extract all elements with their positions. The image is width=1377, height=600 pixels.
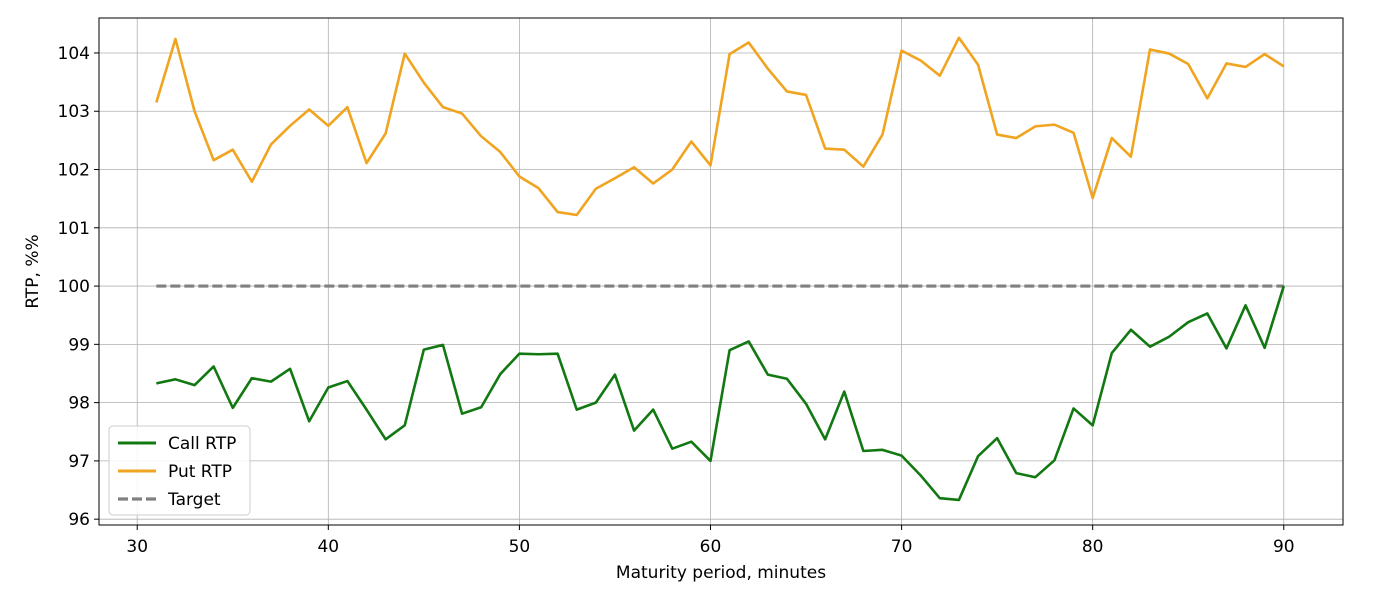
series-line-put-rtp xyxy=(155,36,1285,217)
legend-label: Call RTP xyxy=(168,434,236,454)
x-tick-label: 80 xyxy=(1082,537,1104,557)
y-tick-label: 98 xyxy=(68,394,90,414)
y-tick-label: 104 xyxy=(58,44,90,64)
legend-label: Put RTP xyxy=(168,462,232,482)
y-tick-label: 100 xyxy=(58,277,90,297)
x-tick-label: 90 xyxy=(1273,537,1295,557)
legend: Call RTP Put RTP Target xyxy=(108,425,251,516)
x-tick-label: 30 xyxy=(126,537,148,557)
series-line-call-rtp xyxy=(156,285,1286,502)
axis-ticks: 30 40 50 60 70 80 90 96 97 98 99 100 101 102 103 104 xyxy=(58,44,1295,557)
y-tick-label: 102 xyxy=(58,161,90,181)
legend-box xyxy=(108,425,251,516)
x-tick-label: 60 xyxy=(700,537,722,557)
x-axis-label: Maturity period, minutes xyxy=(616,563,826,583)
y-tick-label: 97 xyxy=(68,452,90,472)
y-tick-label: 101 xyxy=(58,219,90,239)
y-tick-label: 96 xyxy=(68,510,90,530)
plot-frame xyxy=(98,17,1344,526)
y-tick-label: 103 xyxy=(58,102,90,122)
x-tick-label: 70 xyxy=(891,537,913,557)
y-axis-label: RTP, %% xyxy=(23,234,43,308)
x-tick-label: 50 xyxy=(509,537,531,557)
x-tick-label: 40 xyxy=(317,537,339,557)
y-tick-label: 99 xyxy=(68,335,90,355)
legend-label: Target xyxy=(167,490,221,510)
series-lines xyxy=(155,36,1286,502)
